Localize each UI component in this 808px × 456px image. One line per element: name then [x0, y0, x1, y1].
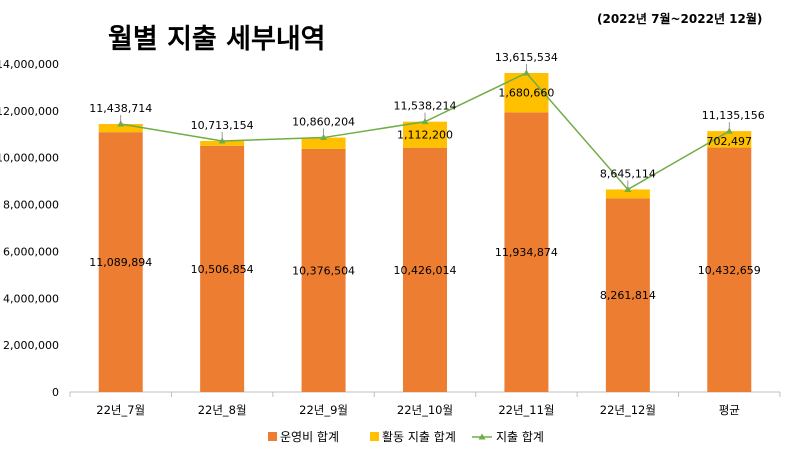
operating-value-label: 10,432,659	[698, 264, 761, 277]
x-tick-label: 22년_7월	[96, 403, 145, 417]
y-tick-label: 14,000,000	[0, 58, 59, 71]
bar-activity	[301, 137, 346, 149]
x-tick-label: 22년_9월	[299, 403, 348, 417]
operating-value-label: 11,934,874	[495, 246, 558, 259]
x-tick-label: 22년_8월	[198, 403, 247, 417]
operating-value-label: 11,089,894	[89, 256, 152, 269]
total-line-marker	[624, 185, 632, 192]
bar-operating	[504, 112, 549, 393]
legend-marker	[478, 433, 486, 440]
y-tick-label: 4,000,000	[3, 292, 59, 305]
chart-subtitle: (2022년 7월~2022년 12월)	[597, 11, 762, 26]
x-axis: 22년_7월 22년_8월 22년_9월 22년_10월 22년_11월 22년_12월 평…	[69, 391, 781, 417]
total-value-label: 10,713,154	[191, 119, 254, 132]
y-tick-label: 8,000,000	[3, 199, 59, 212]
activity-value-label: 1,112,200	[397, 129, 453, 142]
chart-title: 월별 지출 세부내역	[108, 24, 326, 55]
activity-value-label: 702,497	[707, 135, 753, 148]
total-value-label: 11,438,714	[89, 102, 152, 115]
y-tick-label: 10,000,000	[0, 152, 59, 165]
x-tick-label: 22년_11월	[498, 403, 554, 417]
total-value-label: 10,860,204	[292, 116, 355, 129]
y-axis: 0 2,000,000 4,000,000 6,000,000 8,000,000 10,…	[0, 58, 59, 399]
total-value-label: 8,645,114	[600, 167, 656, 180]
legend-label: 운영비 합계	[280, 430, 339, 444]
data-labels: 11,089,894 10,506,854 10,376,504 10,426,014…	[89, 51, 765, 302]
bar-operating	[98, 132, 143, 392]
bar-operating	[707, 147, 752, 392]
y-tick-label: 12,000,000	[0, 105, 59, 118]
y-tick-label: 6,000,000	[3, 245, 59, 258]
total-value-label: 13,615,534	[495, 51, 558, 64]
bar-operating	[301, 148, 346, 392]
legend-swatch	[370, 432, 379, 441]
x-tick-label: 평균	[719, 403, 740, 417]
total-line-marker	[421, 118, 429, 125]
legend: 운영비 합계 활동 지출 합계 지출 합계	[268, 430, 544, 444]
operating-value-label: 10,376,504	[292, 264, 355, 277]
y-tick-label: 2,000,000	[3, 339, 59, 352]
bar-operating	[200, 145, 245, 392]
total-value-label: 11,135,156	[702, 109, 765, 122]
total-line	[117, 69, 733, 192]
x-tick-label: 22년_10월	[397, 403, 453, 417]
operating-value-label: 10,426,014	[394, 264, 457, 277]
bar-operating	[403, 147, 447, 392]
bar-activity	[707, 131, 752, 148]
bar-activity	[605, 189, 650, 199]
operating-value-label: 8,261,814	[600, 289, 656, 302]
y-tick-label: 0	[52, 386, 59, 399]
activity-value-label: 1,680,660	[498, 87, 554, 100]
bar-activity	[98, 124, 143, 133]
bar-operating	[605, 198, 650, 392]
total-line-marker	[320, 134, 328, 141]
total-value-label: 11,538,214	[394, 100, 457, 113]
legend-label: 활동 지출 합계	[382, 430, 456, 444]
total-line-marker	[522, 69, 530, 76]
bar-activity	[403, 121, 447, 148]
legend-swatch	[268, 432, 277, 441]
legend-label: 지출 합계	[496, 430, 544, 444]
bars	[98, 73, 752, 393]
total-line-marker	[218, 137, 226, 144]
operating-value-label: 10,506,854	[191, 263, 254, 276]
total-line-marker	[725, 127, 733, 134]
total-line-marker	[117, 120, 125, 127]
x-tick-label: 22년_12월	[600, 403, 656, 417]
